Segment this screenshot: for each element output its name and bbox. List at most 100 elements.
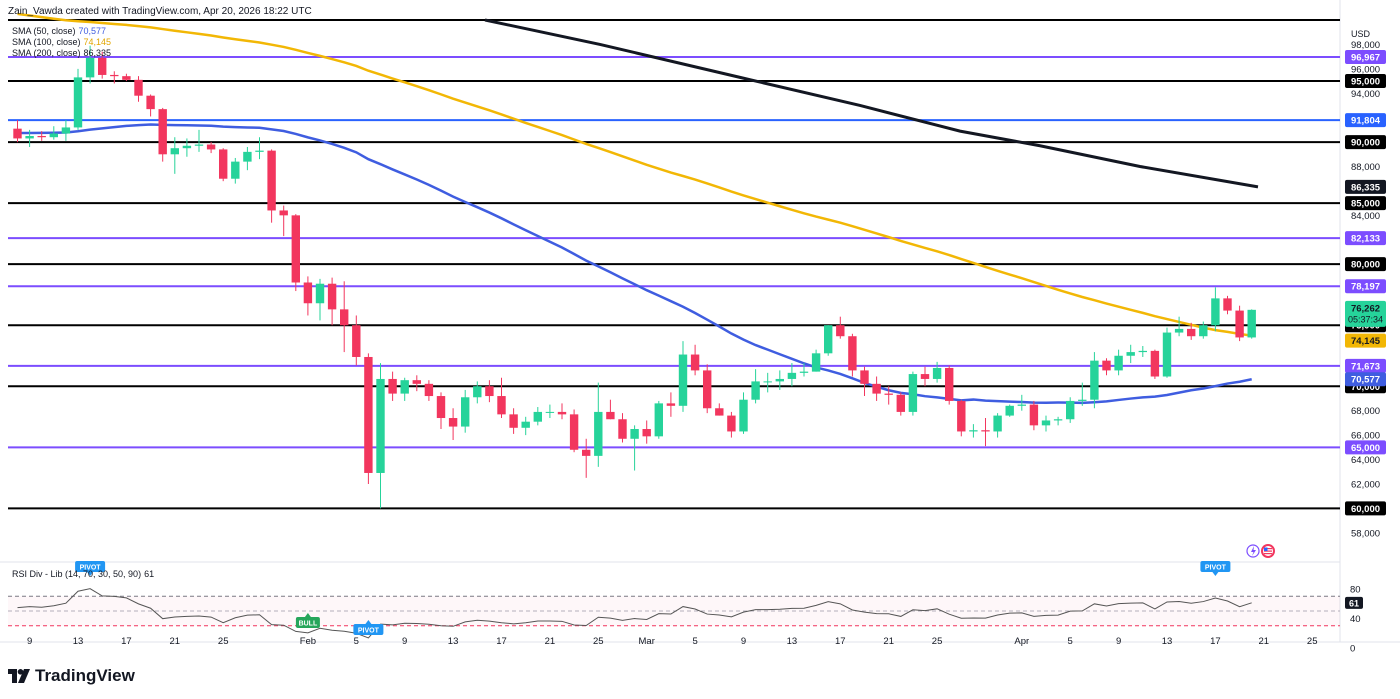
level-tag-label: 71,673 [1351,361,1380,372]
candle-body [1114,355,1123,371]
candle [739,392,748,434]
time-tick-label: 9 [402,636,407,647]
moving-averages [17,12,1259,405]
price-tags: 96,967 95,000 91,804 90,000 85,000 82,133 80,0… [1345,50,1386,516]
level-tag [1345,501,1386,516]
candle-body [61,127,71,134]
time-tick-label: 21 [1259,636,1270,647]
price-tick-label: 96,000 [1351,64,1380,75]
candle-body [872,383,881,394]
legend-sma100-value: 74,145 [83,37,112,47]
rsi-legend[interactable]: RSI Div - Lib (14, 70, 30, 50, 90) 61 [12,569,154,579]
candle [932,361,942,383]
candle [73,68,83,130]
legend-sma50[interactable]: SMA (50, close) 70,577 [12,26,111,37]
candle-body [352,325,361,357]
price-tick-label: 98,000 [1351,40,1380,51]
candle-body [13,128,22,139]
rsi-value-tag-label: 61 [1349,598,1359,608]
candle [267,149,276,223]
candle [1126,344,1135,364]
candle [848,333,857,377]
tradingview-logo[interactable]: TradingView [8,666,135,686]
price-tag-label: 70,577 [1351,375,1380,386]
rsi-annotation [353,624,384,635]
candle-body [315,283,325,304]
level-tag-label: 95,000 [1351,77,1380,88]
candle-body [73,77,83,128]
price-tick-label: 88,000 [1351,162,1380,173]
candle-body [1247,309,1256,338]
rsi-annotation-pointer [87,572,94,576]
candle [134,76,143,102]
candle-body [473,386,482,398]
candle [872,376,881,401]
candle-body [1235,310,1244,338]
price-tag-sma50 [1345,372,1386,387]
candle-body [715,408,724,416]
candle-body [206,144,216,150]
time-tick-label: 17 [121,636,132,647]
candle [896,392,905,416]
rsi-legend-label: RSI Div - Lib (14, 70, 30, 50, 90) [12,569,142,579]
price-tag-label: 86,335 [1351,182,1381,193]
candle-body [993,415,1002,432]
candle [969,424,978,438]
lightning-and-flag-icon[interactable] [1246,543,1276,559]
rsi-annotation-pointer [304,613,311,617]
candle [533,407,542,426]
candle [1066,397,1075,423]
level-tag-label: 85,000 [1351,199,1380,210]
candle-body [751,381,760,400]
candle-body [606,411,615,420]
legend-sma200[interactable]: SMA (200, close) 86,335 [12,48,111,59]
candle-body [557,411,567,415]
candle-body [1078,399,1087,401]
candle [219,148,228,182]
candle [703,364,712,414]
event-icons[interactable] [1246,543,1276,559]
time-tick-label: 13 [787,636,798,647]
candle [654,400,663,439]
candle-body [727,415,736,432]
time-tick-label: Mar [639,636,655,647]
rsi-annotation-label: PIVOT [80,565,102,572]
indicator-legend: SMA (50, close) 70,577 SMA (100, close) 74… [12,26,111,59]
candle [787,363,797,387]
candle [1138,345,1147,357]
price-tick-label: 62,000 [1351,479,1380,490]
rsi-annotation [295,617,320,628]
candle [1005,404,1014,417]
candle [352,315,361,366]
candle-body [243,151,252,162]
candle [763,372,772,393]
currency-label[interactable]: USD [1351,29,1371,39]
candle-body [533,411,542,422]
legend-sma100-label: SMA (100, close) [12,37,81,47]
candle [424,380,434,401]
candle [461,389,470,433]
level-tag [1345,135,1386,150]
candle-body [400,380,409,394]
candle [1162,327,1172,378]
candle-body [739,399,748,432]
candle-body [666,403,676,406]
candle [775,370,784,390]
candle-body [1138,350,1147,353]
candle [243,146,252,171]
candle-body [327,283,337,310]
candle [945,365,954,405]
candle-body [509,414,518,428]
candle [315,278,325,321]
candle-body [1150,350,1160,377]
candle-body [364,356,373,473]
candle-body [1126,352,1135,356]
candle-body [110,74,119,77]
sma50-line [17,123,1252,405]
candle [340,281,349,353]
legend-sma100[interactable]: SMA (100, close) 74,145 [12,37,111,48]
candle [908,371,918,416]
candle-body [981,430,990,432]
rsi-line [17,588,1252,639]
